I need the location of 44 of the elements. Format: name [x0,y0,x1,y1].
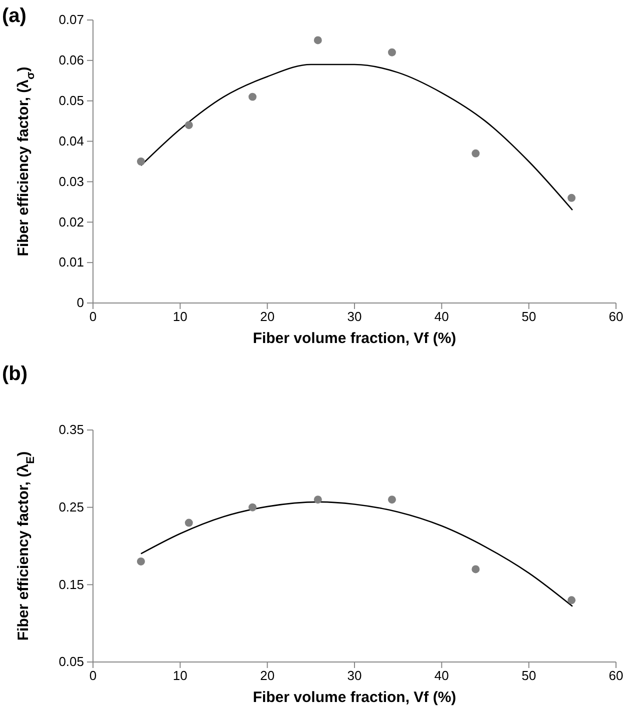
x-tick-label: 20 [260,668,275,684]
y-tick-label: 0.03 [58,174,84,189]
point [184,121,193,130]
x-tick-label: 0 [89,668,97,684]
x-tick-label: 50 [522,668,536,684]
point [388,496,396,504]
x-axis-title: Fiber volume fraction, Vf (%) [252,689,456,706]
point [388,48,396,56]
y-tick-label: 0.35 [58,422,84,438]
x-tick-label: 40 [434,668,449,684]
y-tick-label: 0 [76,295,84,310]
x-tick-label: 0 [89,309,97,324]
point [314,496,322,504]
y-tick-label: 0.15 [58,576,84,592]
point [136,158,145,166]
y-tick-label: 0.01 [58,254,84,270]
point [248,503,257,512]
chart-title: (a) [2,5,26,27]
x-tick-label: 30 [347,668,362,684]
y-tick-label: 0.06 [58,52,84,68]
point [184,518,193,527]
x-tick-label: 60 [608,668,623,684]
point [472,565,480,574]
y-tick-label: 0.04 [58,133,84,148]
x-tick-label: 50 [522,309,536,324]
x-tick-label: 40 [434,309,449,324]
x-axis-title: Fiber volume fraction, Vf (%) [252,330,456,347]
y-tick-label: 0.07 [58,12,84,28]
point [568,596,576,604]
x-tick-label: 30 [347,309,362,324]
y-tick-label: 0.02 [58,214,84,230]
x-tick-label: 10 [172,309,188,324]
x-tick-label: 10 [172,668,188,684]
point [568,194,576,202]
point [472,149,480,158]
y-tick-label: 0.05 [58,654,84,670]
point [248,92,257,101]
y-tick-label: 0.05 [58,93,84,108]
point [136,557,145,566]
x-tick-label: 60 [608,309,623,324]
point [314,36,322,44]
y-tick-label: 0.25 [58,499,84,514]
chart-title: (b) [2,363,28,385]
x-tick-label: 20 [260,309,275,324]
